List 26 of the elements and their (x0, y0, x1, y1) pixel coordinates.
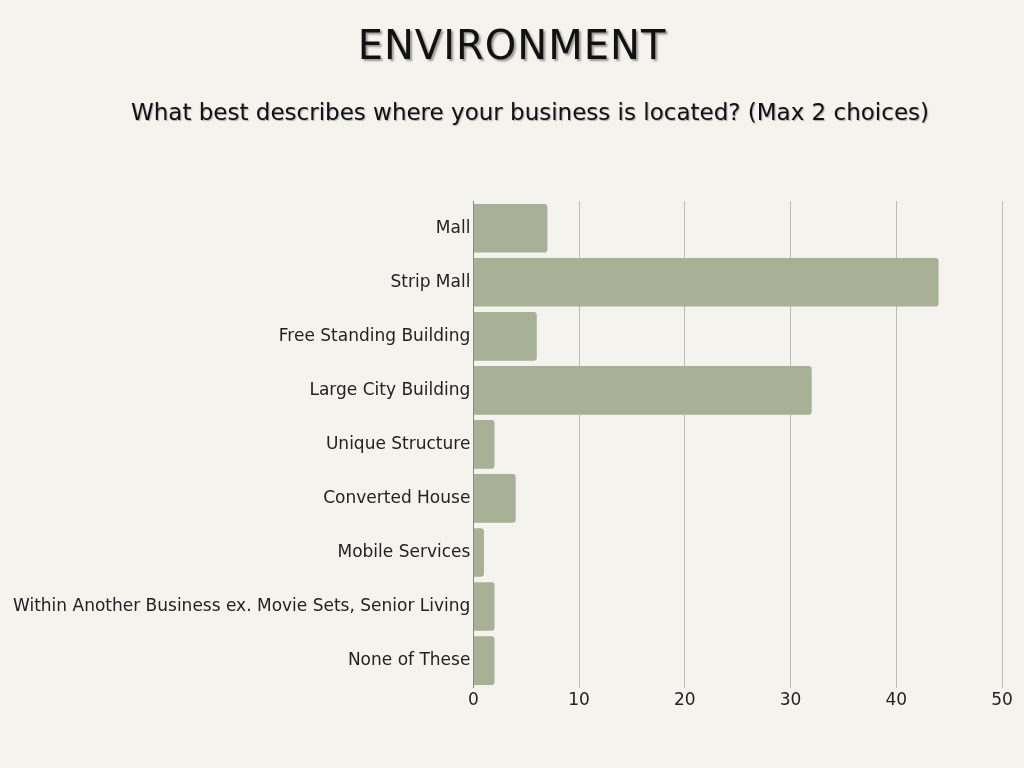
y-tick-label: Mall (435, 216, 471, 237)
y-tick-label: Free Standing Building (278, 324, 471, 345)
x-tick-label: 30 (779, 689, 802, 710)
bar (473, 311, 537, 361)
bar (473, 366, 812, 415)
x-tick-label: 10 (568, 689, 590, 710)
x-tick-label: 40 (885, 689, 908, 710)
y-tick-label: Strip Mall (390, 270, 471, 291)
y-tick-label: Converted House (323, 486, 471, 507)
bar (473, 257, 939, 307)
bar (473, 636, 495, 685)
x-tick-label: 0 (467, 689, 479, 710)
bar (473, 203, 548, 253)
bar (473, 420, 495, 469)
x-tick-label: 20 (674, 689, 696, 710)
chart-subtitle: What best describes where your business is located? (Max 2 choices) (130, 98, 930, 127)
bar (473, 474, 516, 523)
chart-title: ENVIRONMENT (356, 22, 668, 68)
bar (473, 528, 484, 577)
bar (473, 582, 495, 631)
y-tick-label: None of These (347, 649, 471, 669)
x-tick-label: 50 (991, 689, 1013, 710)
y-tick-label: Mobile Services (337, 540, 471, 561)
y-tick-label: Within Another Business ex. Movie Sets, Senior Living (13, 594, 471, 615)
y-tick-label: Unique Structure (325, 432, 471, 453)
y-tick-label: Large City Building (309, 378, 471, 399)
